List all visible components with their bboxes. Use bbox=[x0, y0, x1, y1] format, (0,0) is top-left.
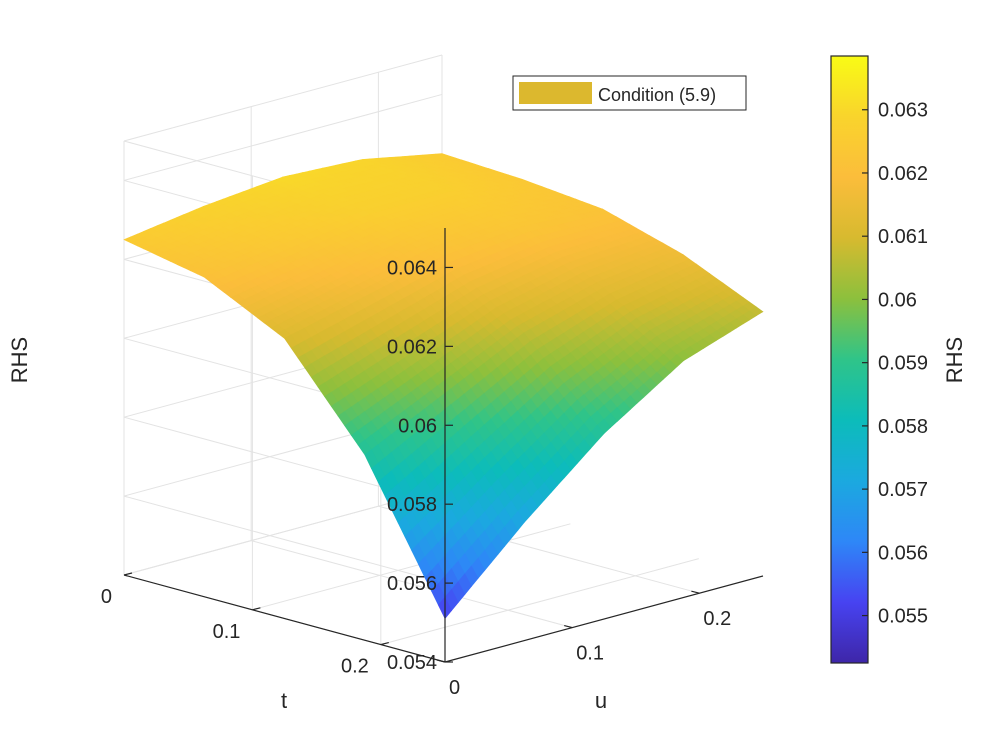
colorbar-tick-label: 0.055 bbox=[878, 606, 928, 628]
u-tick bbox=[691, 590, 700, 594]
u-axis-line bbox=[444, 575, 764, 663]
grid-line bbox=[123, 54, 443, 142]
z-tick-label: 0.054 bbox=[387, 652, 437, 674]
colorbar-tick-label: 0.061 bbox=[878, 226, 928, 248]
colorbar-label: RHS bbox=[942, 337, 967, 383]
grid-line bbox=[123, 495, 446, 584]
t-tick bbox=[380, 642, 389, 646]
u-tick bbox=[436, 659, 446, 663]
colorbar-tick-label: 0.057 bbox=[878, 479, 928, 501]
t-axis-line bbox=[123, 574, 446, 663]
grid-line bbox=[123, 93, 443, 181]
colorbar-tick-label: 0.056 bbox=[878, 542, 928, 564]
grid-line bbox=[252, 523, 571, 611]
colorbar-ticks: 0.055 0.056 0.057 0.058 0.059 0.06 0.061 0.062 0… bbox=[862, 100, 928, 628]
t-tick bbox=[252, 607, 261, 611]
colorbar-tick-label: 0.063 bbox=[878, 100, 928, 122]
u-tick-label: 0 bbox=[449, 677, 460, 699]
t-tick bbox=[123, 572, 133, 576]
surface-plot bbox=[123, 153, 764, 620]
z-tick-label: 0.06 bbox=[398, 415, 437, 437]
u-tick bbox=[564, 625, 573, 629]
legend-swatch bbox=[519, 82, 592, 104]
z-axis-label: RHS bbox=[7, 337, 32, 383]
grid-line bbox=[251, 540, 573, 629]
colorbar-gradient bbox=[830, 55, 869, 664]
z-tick-label: 0.058 bbox=[387, 494, 437, 516]
x-axis-label: u bbox=[595, 688, 607, 713]
colorbar-tick-label: 0.058 bbox=[878, 416, 928, 438]
z-tick-label: 0.062 bbox=[387, 336, 437, 358]
u-tick-label: 0.1 bbox=[576, 643, 604, 665]
axes-layer bbox=[123, 228, 764, 663]
t-tick-label: 0.2 bbox=[341, 656, 369, 678]
legend-label: Condition (5.9) bbox=[598, 85, 716, 105]
z-tick-label: 0.064 bbox=[387, 257, 437, 279]
colorbar: 0.055 0.056 0.057 0.058 0.059 0.06 0.061 0.062 0… bbox=[830, 55, 967, 664]
legend[interactable]: Condition (5.9) bbox=[512, 75, 747, 111]
grid-line bbox=[380, 558, 699, 646]
colorbar-tick-label: 0.059 bbox=[878, 353, 928, 375]
u-tick-label: 0.2 bbox=[703, 608, 731, 630]
colorbar-tick-label: 0.062 bbox=[878, 163, 928, 185]
y-axis-label: t bbox=[281, 688, 287, 713]
z-tick-label: 0.056 bbox=[387, 573, 437, 595]
t-tick-label: 0 bbox=[101, 586, 112, 608]
tick-labels: 0.054 0.056 0.058 0.06 0.062 0.064 0 0.1 0.2 0 0.1… bbox=[101, 257, 731, 699]
t-tick-label: 0.1 bbox=[213, 621, 241, 643]
colorbar-tick-label: 0.06 bbox=[878, 289, 917, 311]
